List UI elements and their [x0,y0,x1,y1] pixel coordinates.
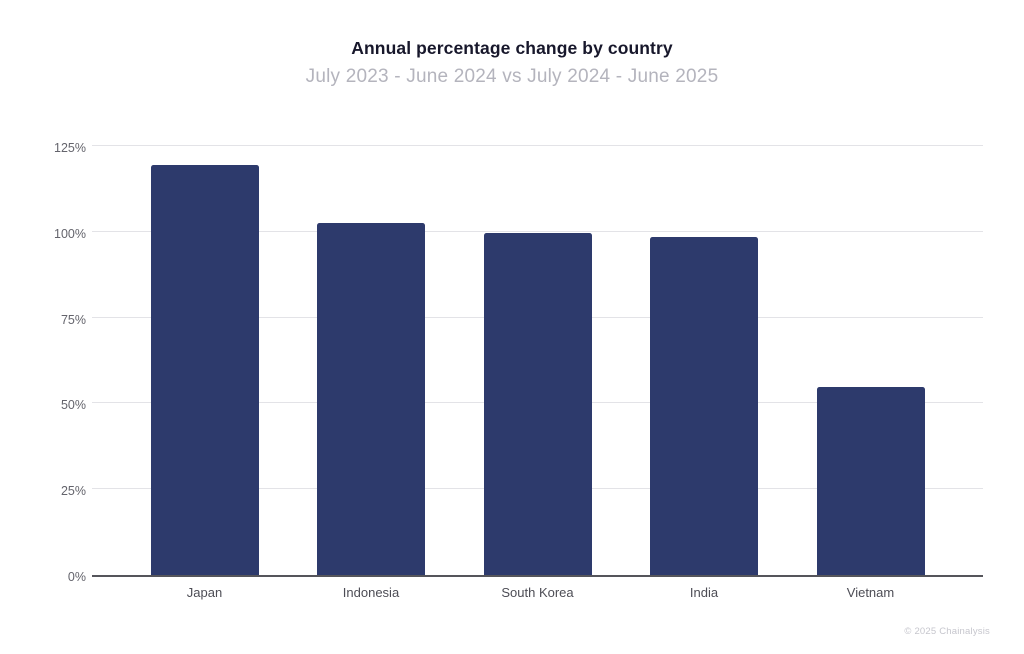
y-tick-label: 25% [60,484,86,499]
x-axis-label: India [689,585,719,600]
bar-india [650,236,758,575]
bars-container [92,148,983,575]
y-tick-label: 50% [60,398,86,413]
chart-header: Annual percentage change by country July… [0,38,1024,88]
gridline [92,230,983,232]
chart-subtitle: July 2023 - June 2024 vs July 2024 - Jun… [305,66,719,87]
x-axis-label: South Korea [501,585,574,600]
gridline [92,145,983,146]
y-tick-label: 100% [54,226,86,241]
y-tick-label: 75% [60,312,86,327]
x-axis-label: Indonesia [342,585,400,600]
x-axis-labels: Japan Indonesia South Korea India Vietnam [92,585,983,600]
y-tick-label: 125% [54,141,86,155]
bar-indonesia [317,223,425,575]
bar-vietnam [816,387,925,575]
plot-area [92,145,983,577]
y-tick-label: 0% [67,570,86,584]
bar-south-korea [483,233,592,575]
bar-japan [150,165,259,575]
x-axis-label: Vietnam [846,585,895,600]
copyright-note: © 2025 Chainalysis [904,626,990,637]
x-axis-label: Japan [186,585,223,600]
chart-title: Annual percentage change by country [351,38,673,58]
